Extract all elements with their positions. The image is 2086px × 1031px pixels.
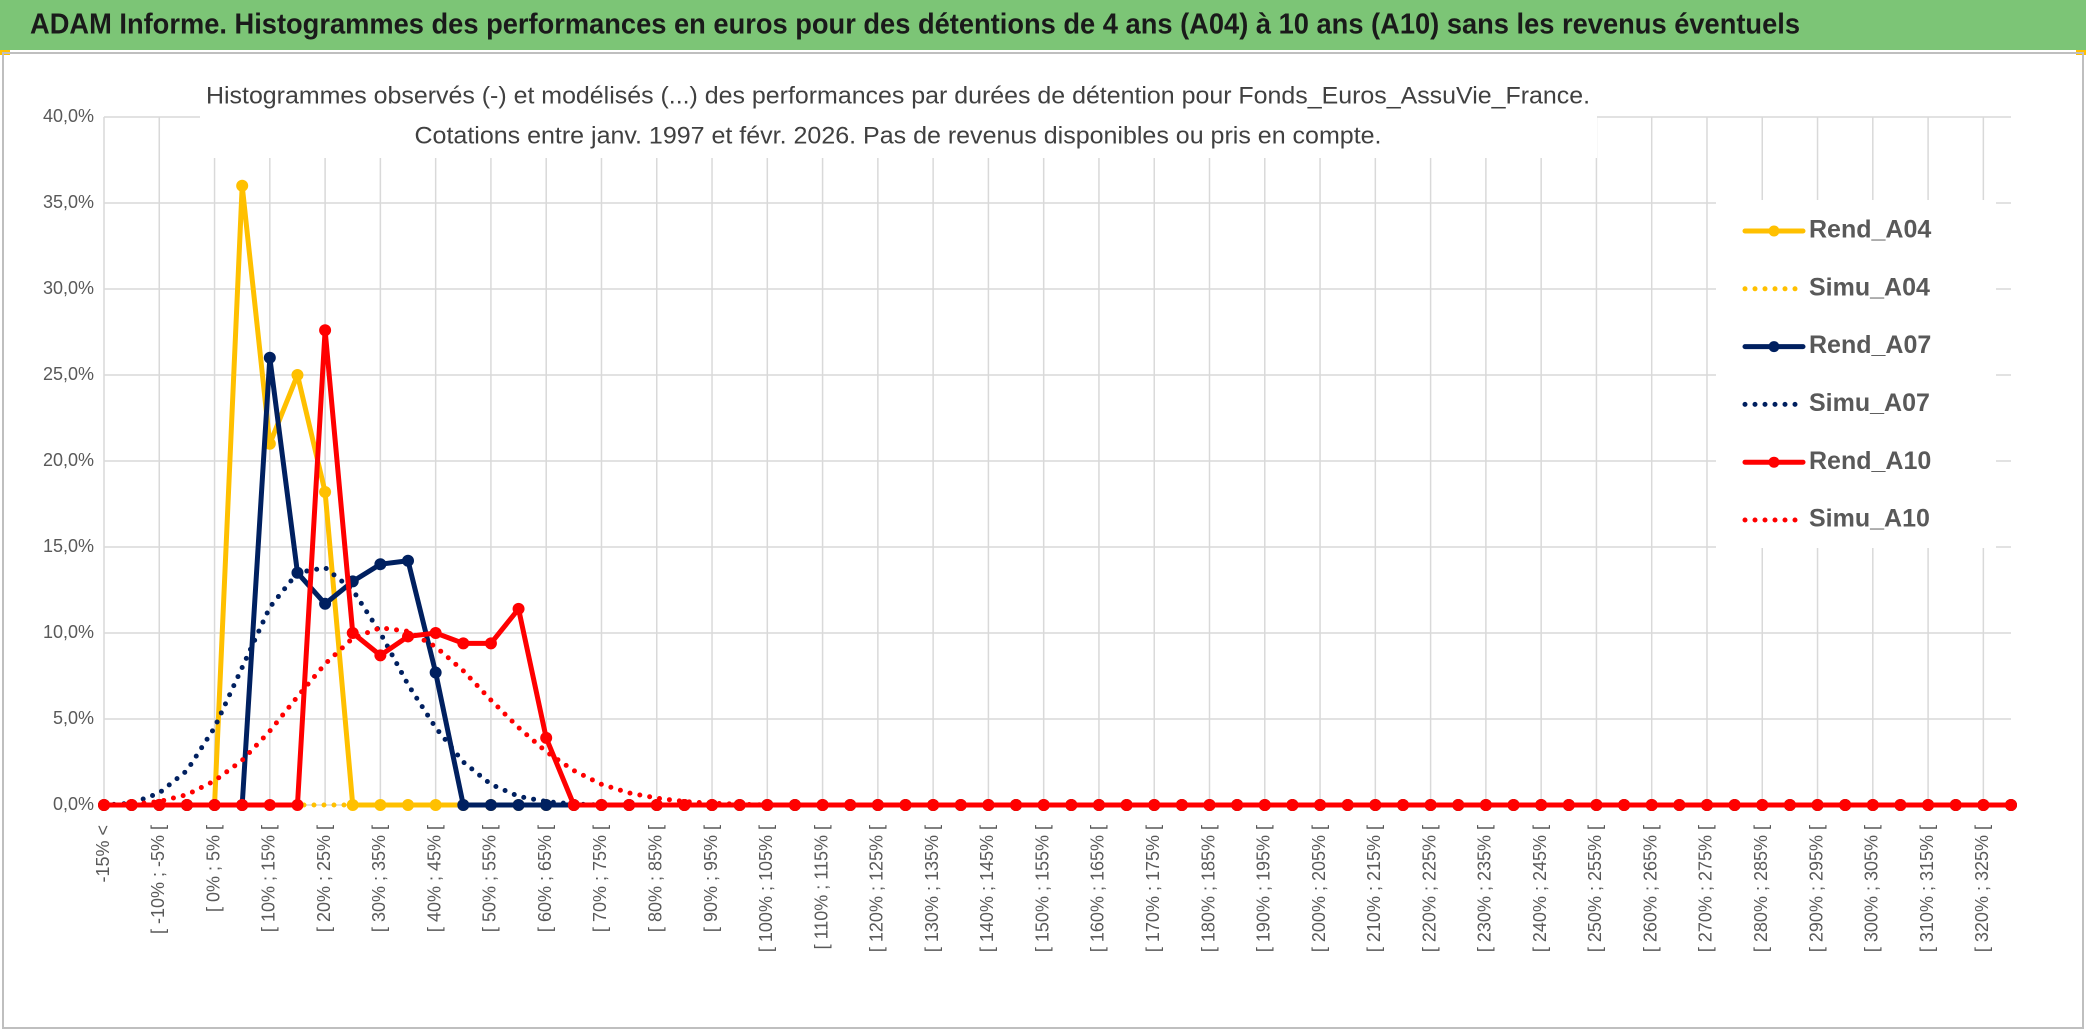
x-tick-label: [ 50% ; 55% [ xyxy=(480,825,500,932)
y-tick-label: 20,0% xyxy=(43,450,94,470)
series-layer xyxy=(98,179,2017,811)
x-tick-label: [ 70% ; 75% [ xyxy=(590,825,610,932)
y-tick-label: 0,0% xyxy=(53,794,94,814)
legend-marker xyxy=(1768,456,1780,468)
x-tick-label: [ 80% ; 85% [ xyxy=(646,825,666,932)
point xyxy=(540,731,553,744)
x-tick-label: [ 10% ; 15% [ xyxy=(259,825,279,932)
x-tick-label: [ 290% ; 295% [ xyxy=(1806,825,1826,952)
legend-label: Rend_A04 xyxy=(1809,216,1931,244)
point xyxy=(457,799,470,811)
x-tick-label: [ 320% ; 325% [ xyxy=(1972,825,1992,952)
point xyxy=(263,351,276,364)
x-tick-label: [ 270% ; 275% [ xyxy=(1696,825,1716,952)
x-tick-label: [ 130% ; 135% [ xyxy=(922,825,942,952)
point xyxy=(291,799,304,811)
x-tick-label: [ 190% ; 195% [ xyxy=(1254,825,1274,952)
y-tick-label: 40,0% xyxy=(43,106,94,126)
x-tick-label: [ 200% ; 205% [ xyxy=(1309,825,1329,952)
y-tick-label: 15,0% xyxy=(43,536,94,556)
y-tick-label: 25,0% xyxy=(43,364,94,384)
x-tick-label: [ 210% ; 215% [ xyxy=(1364,825,1384,952)
x-tick-label: [ 250% ; 255% [ xyxy=(1585,825,1605,952)
legend-label: Simu_A07 xyxy=(1809,389,1930,417)
x-tick-label: [ 300% ; 305% [ xyxy=(1862,825,1882,952)
point xyxy=(623,799,636,811)
point xyxy=(346,627,359,639)
legend-label: Rend_A07 xyxy=(1809,331,1931,359)
y-tick-label: 10,0% xyxy=(43,622,94,642)
x-tick-label: [ -10% ; -5% [ xyxy=(148,825,168,934)
x-tick-label: [ 280% ; 285% [ xyxy=(1751,825,1771,952)
header-title: ADAM Informe. Histogrammes des performan… xyxy=(30,9,1800,41)
x-tick-label: [ 120% ; 125% [ xyxy=(867,825,887,952)
x-tick-label: [ 100% ; 105% [ xyxy=(756,825,776,952)
x-tick-label: [ 90% ; 95% [ xyxy=(701,825,721,932)
x-tick-label: [ 310% ; 315% [ xyxy=(1917,825,1937,952)
chart-title: Histogrammes observés (-) et modélisés (… xyxy=(206,82,1590,109)
point xyxy=(236,799,249,811)
x-tick-label: [ 230% ; 235% [ xyxy=(1475,825,1495,952)
legend-box xyxy=(1716,200,1996,548)
series-line xyxy=(101,625,2014,808)
x-tick-label: [ 60% ; 65% [ xyxy=(535,825,555,932)
point xyxy=(236,179,249,192)
x-tick-label: [ 40% ; 45% [ xyxy=(424,825,444,932)
point xyxy=(319,324,332,337)
point xyxy=(319,597,332,610)
y-tick-label: 5,0% xyxy=(53,708,94,728)
point xyxy=(567,799,580,811)
point xyxy=(595,799,608,811)
legend-marker xyxy=(1768,225,1780,237)
legend-marker xyxy=(1768,341,1780,353)
point xyxy=(402,554,415,567)
point xyxy=(650,799,663,811)
point xyxy=(374,649,387,662)
x-tick-label: [ 30% ; 35% [ xyxy=(369,825,389,932)
legend: Rend_A04 Simu_A04 Rend_A07 Simu_A07 Rend_A10… xyxy=(1716,200,1996,548)
x-tick-label: [ 220% ; 225% [ xyxy=(1419,825,1439,952)
x-tick-label: [ 260% ; 265% [ xyxy=(1640,825,1660,952)
point xyxy=(429,666,442,679)
point xyxy=(291,369,304,381)
header-band xyxy=(0,0,2086,50)
point xyxy=(319,485,332,498)
y-tick-label: 30,0% xyxy=(43,278,94,298)
point xyxy=(263,799,276,811)
point xyxy=(457,637,470,650)
x-tick-label: [ 0% ; 5% [ xyxy=(203,825,223,912)
chart-subtitle: Cotations entre janv. 1997 et févr. 2026… xyxy=(415,122,1382,149)
point xyxy=(208,799,221,811)
chart-frame xyxy=(2,52,2084,1029)
x-tick-label: [ 170% ; 175% [ xyxy=(1143,825,1163,952)
x-tick-label: [ 160% ; 165% [ xyxy=(1088,825,1108,952)
point xyxy=(180,799,193,811)
point xyxy=(429,627,442,639)
point xyxy=(512,799,525,811)
x-tick-label: -15% < xyxy=(93,825,113,883)
x-tick-label: [ 140% ; 145% [ xyxy=(977,825,997,952)
point xyxy=(484,637,497,650)
point xyxy=(512,602,525,615)
legend-label: Rend_A10 xyxy=(1809,447,1931,475)
x-tick-label: [ 150% ; 155% [ xyxy=(1032,825,1052,952)
x-tick-label: [ 240% ; 245% [ xyxy=(1530,825,1550,952)
x-tick-label: [ 180% ; 185% [ xyxy=(1198,825,1218,952)
point xyxy=(484,799,497,811)
point xyxy=(374,558,387,571)
legend-label: Simu_A04 xyxy=(1809,273,1930,301)
y-tick-label: 35,0% xyxy=(43,192,94,212)
title-box xyxy=(200,78,1597,158)
x-tick-label: [ 20% ; 25% [ xyxy=(314,825,334,932)
legend-label: Simu_A10 xyxy=(1809,505,1930,533)
x-tick-label: [ 110% ; 115% [ xyxy=(811,825,831,949)
